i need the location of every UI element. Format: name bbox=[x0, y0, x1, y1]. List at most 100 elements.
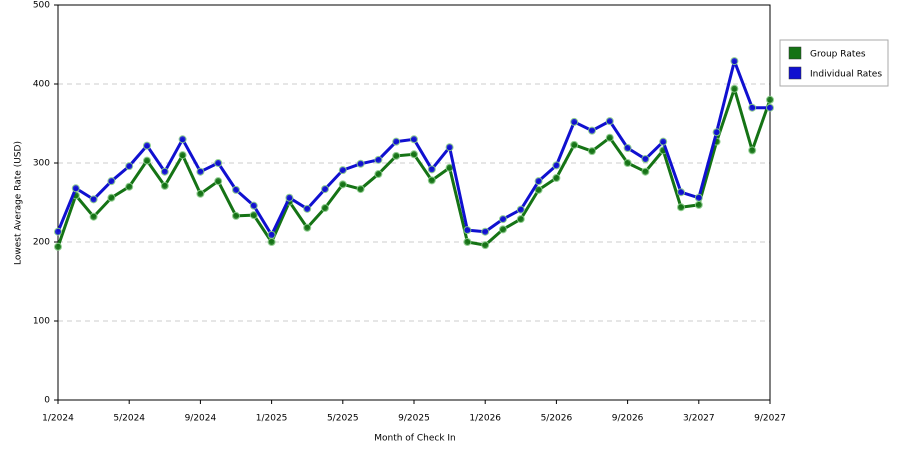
data-point bbox=[605, 117, 614, 126]
data-point bbox=[552, 174, 561, 183]
data-point bbox=[659, 137, 668, 146]
data-point bbox=[677, 188, 685, 197]
data-point bbox=[249, 201, 258, 210]
legend-swatch bbox=[788, 66, 802, 80]
data-point bbox=[534, 185, 543, 194]
data-point bbox=[766, 103, 774, 112]
data-point bbox=[160, 167, 169, 176]
data-point bbox=[392, 137, 401, 146]
y-tick-label: 300 bbox=[33, 159, 50, 169]
x-tick-label: 9/2025 bbox=[398, 414, 430, 424]
x-tick-label: 1/2025 bbox=[256, 414, 288, 424]
data-point bbox=[196, 167, 205, 176]
data-point bbox=[712, 128, 721, 137]
data-point bbox=[694, 193, 703, 202]
data-point bbox=[54, 227, 62, 236]
x-tick-label: 9/2024 bbox=[185, 414, 217, 424]
data-point bbox=[267, 230, 276, 239]
data-point bbox=[463, 238, 472, 246]
data-point bbox=[374, 170, 383, 179]
data-point bbox=[410, 135, 418, 144]
data-point bbox=[445, 143, 454, 152]
x-tick-label: 3/2027 bbox=[683, 414, 715, 424]
data-point bbox=[499, 225, 507, 234]
x-tick-label: 5/2024 bbox=[113, 414, 145, 424]
data-point bbox=[321, 204, 329, 213]
y-tick-label: 100 bbox=[33, 317, 50, 327]
data-point bbox=[374, 155, 383, 164]
x-tick-label: 9/2026 bbox=[612, 414, 644, 424]
data-point bbox=[427, 165, 436, 174]
data-point bbox=[338, 180, 347, 189]
data-point bbox=[107, 193, 116, 202]
data-point bbox=[214, 177, 223, 186]
legend-swatch bbox=[788, 46, 802, 60]
data-point bbox=[285, 193, 294, 202]
data-point bbox=[249, 211, 258, 220]
y-tick-label: 200 bbox=[33, 238, 50, 248]
data-point bbox=[143, 156, 151, 165]
data-point bbox=[641, 155, 650, 164]
data-point bbox=[481, 241, 490, 250]
data-point bbox=[232, 185, 240, 194]
data-point bbox=[570, 117, 579, 126]
data-point bbox=[534, 177, 543, 186]
data-point bbox=[196, 189, 205, 198]
data-point bbox=[356, 159, 365, 168]
data-point bbox=[427, 176, 436, 185]
data-point bbox=[481, 227, 490, 236]
data-point bbox=[232, 211, 240, 220]
data-point bbox=[178, 151, 187, 160]
x-tick-label: 5/2025 bbox=[327, 414, 359, 424]
y-tick-label: 0 bbox=[44, 396, 50, 406]
data-point bbox=[392, 151, 401, 160]
data-point bbox=[499, 215, 507, 224]
data-point bbox=[125, 182, 134, 191]
x-tick-label: 1/2026 bbox=[469, 414, 501, 424]
data-point bbox=[107, 177, 116, 186]
data-point bbox=[623, 159, 632, 167]
data-point bbox=[694, 200, 703, 209]
data-point bbox=[516, 215, 525, 224]
legend-label: Group Rates bbox=[810, 50, 866, 60]
legend-label: Individual Rates bbox=[810, 70, 882, 80]
data-point bbox=[338, 166, 347, 175]
y-tick-label: 500 bbox=[33, 1, 50, 11]
data-point bbox=[303, 204, 312, 213]
data-point bbox=[463, 226, 472, 235]
data-point bbox=[303, 223, 312, 232]
data-point bbox=[588, 147, 596, 156]
data-point bbox=[71, 184, 80, 193]
data-point bbox=[321, 185, 329, 194]
data-point bbox=[89, 195, 98, 204]
data-point bbox=[410, 150, 418, 159]
y-axis-label: Lowest Average Rate (USD) bbox=[14, 141, 24, 265]
data-point bbox=[641, 167, 650, 176]
data-point bbox=[588, 126, 596, 135]
data-point bbox=[214, 159, 223, 167]
x-tick-label: 5/2026 bbox=[541, 414, 573, 424]
data-point bbox=[766, 95, 774, 104]
data-point bbox=[516, 205, 525, 214]
data-point bbox=[570, 140, 579, 149]
data-point bbox=[552, 161, 561, 170]
data-point bbox=[677, 203, 685, 212]
y-tick-label: 400 bbox=[33, 80, 50, 90]
data-point bbox=[89, 212, 98, 221]
data-point bbox=[356, 185, 365, 194]
data-point bbox=[160, 181, 169, 190]
x-tick-label: 1/2024 bbox=[42, 414, 74, 424]
plot-frame bbox=[57, 4, 771, 401]
data-point bbox=[143, 141, 151, 150]
data-point bbox=[730, 57, 739, 66]
data-point bbox=[730, 84, 739, 93]
x-axis-label: Month of Check In bbox=[374, 434, 456, 444]
x-tick-label: 9/2027 bbox=[754, 414, 786, 424]
data-point bbox=[623, 143, 632, 152]
data-point bbox=[125, 162, 134, 171]
data-point bbox=[748, 103, 757, 112]
data-point bbox=[267, 238, 276, 246]
data-point bbox=[748, 146, 757, 155]
data-point bbox=[54, 242, 62, 251]
